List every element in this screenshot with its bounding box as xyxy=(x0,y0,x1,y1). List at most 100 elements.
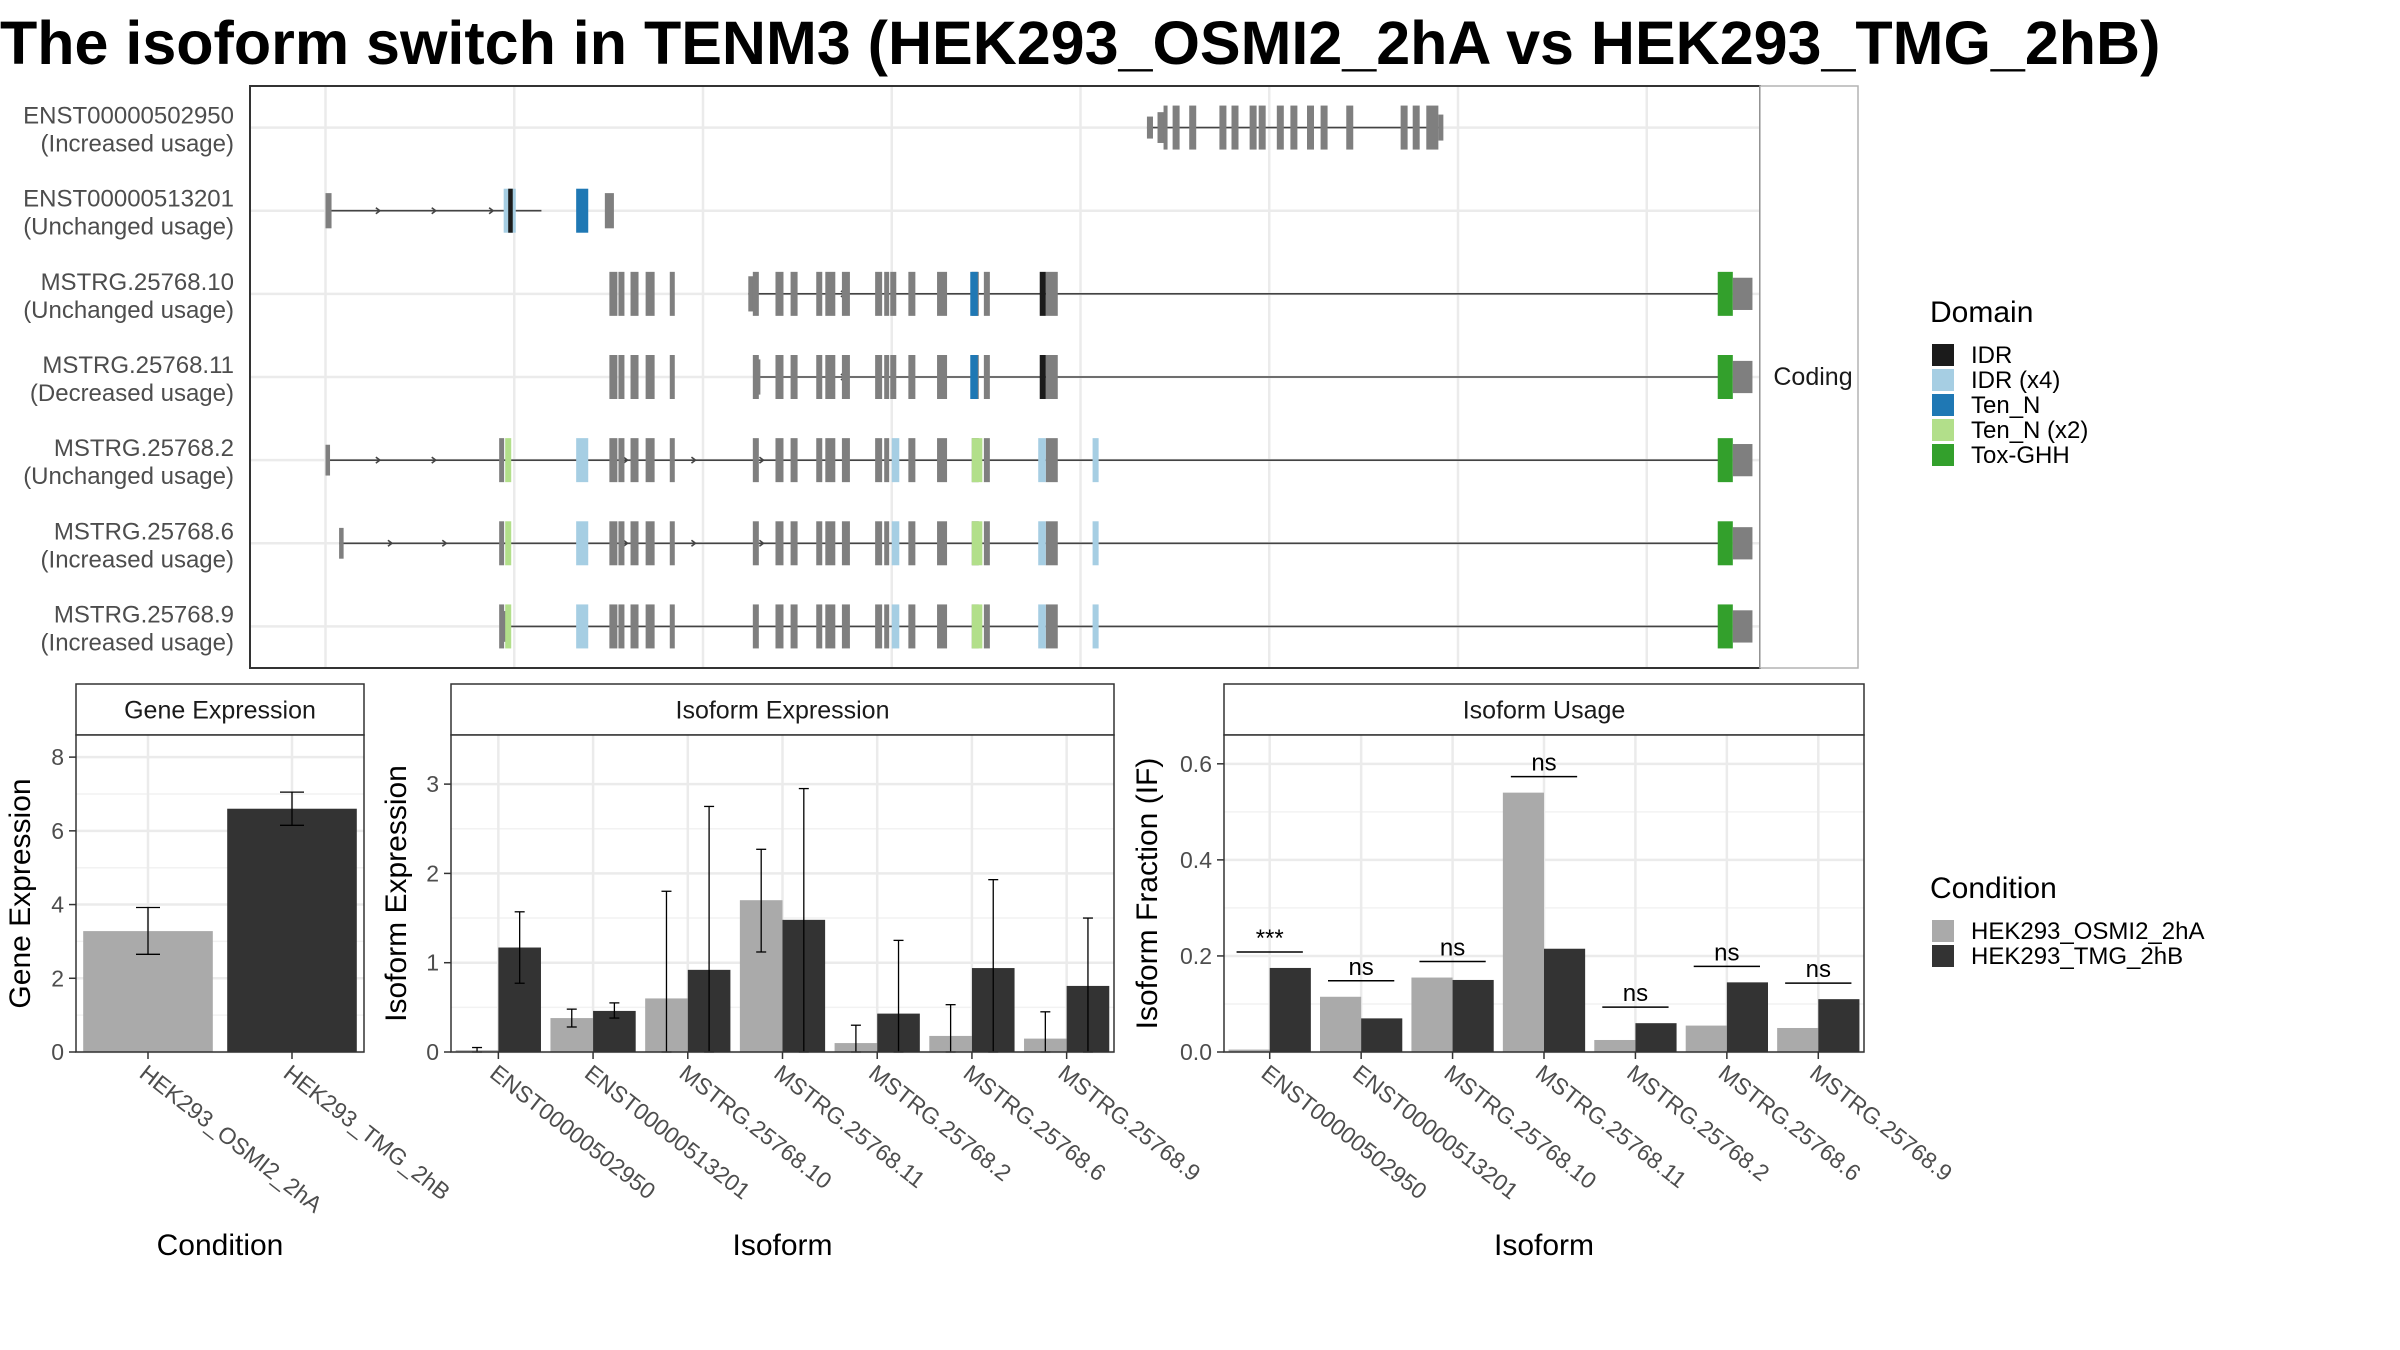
y-tick-label: 2 xyxy=(51,965,64,991)
transcript-label: MSTRG.25768.9 xyxy=(54,601,234,628)
x-tick-label: ENST00000502950 xyxy=(485,1059,660,1204)
bar xyxy=(1269,967,1311,1052)
coding-exon xyxy=(618,355,625,399)
intron-direction-arrow xyxy=(758,539,765,547)
y-tick-label: 2 xyxy=(426,860,439,886)
coding-exon xyxy=(645,521,655,566)
domain-block xyxy=(971,438,983,483)
coding-exon xyxy=(908,271,916,316)
bar xyxy=(1635,1023,1677,1052)
coding-exon xyxy=(1320,105,1328,150)
coding-exon xyxy=(884,438,890,483)
significance-label: ns xyxy=(1440,935,1465,962)
transcript-label: MSTRG.25768.10 xyxy=(41,269,234,296)
panel-title: Isoform Usage xyxy=(1463,697,1626,725)
coding-exon xyxy=(618,271,625,316)
coding-exon xyxy=(645,355,655,399)
domain-block xyxy=(576,438,589,483)
facet-strip-label: Coding xyxy=(1773,363,1852,391)
coding-exon xyxy=(1045,355,1058,399)
panel-title: Gene Expression xyxy=(124,697,316,725)
coding-exon xyxy=(825,438,836,483)
coding-exon xyxy=(884,521,890,566)
significance-label: *** xyxy=(1256,925,1284,952)
x-tick-label: MSTRG.25768.10 xyxy=(1439,1059,1601,1194)
domain-block xyxy=(891,521,900,566)
intron-direction-arrow xyxy=(623,456,629,464)
coding-exon xyxy=(983,604,990,649)
intron-direction-arrow xyxy=(488,207,495,215)
coding-exon xyxy=(1346,105,1354,150)
intron-direction-arrow xyxy=(758,456,765,464)
domain-legend-label: Ten_N (x2) xyxy=(1971,417,2088,444)
utr-exon xyxy=(1732,444,1753,477)
coding-exon xyxy=(937,271,948,316)
transcript-usage-label: (Decreased usage) xyxy=(30,380,234,407)
bar xyxy=(1320,996,1362,1052)
coding-exon xyxy=(609,604,618,649)
utr-exon xyxy=(1438,114,1444,141)
coding-exon xyxy=(775,521,784,566)
coding-exon xyxy=(618,521,625,566)
coding-exon xyxy=(1400,105,1408,150)
coding-exon xyxy=(609,271,618,316)
y-tick-label: 0 xyxy=(51,1039,64,1065)
coding-exon xyxy=(609,438,618,483)
transcript-usage-label: (Unchanged usage) xyxy=(23,214,234,241)
coding-exon xyxy=(1163,105,1168,150)
transcript-usage-label: (Unchanged usage) xyxy=(23,297,234,324)
intron-direction-arrow xyxy=(690,456,697,464)
coding-exon xyxy=(908,521,916,566)
coding-exon xyxy=(875,521,883,566)
coding-exon xyxy=(983,521,990,566)
coding-exon xyxy=(752,521,759,566)
coding-exon xyxy=(937,521,948,566)
utr-exon xyxy=(325,444,331,476)
y-tick-label: 0.6 xyxy=(1180,751,1212,777)
utr-exon xyxy=(748,276,758,312)
intron-direction-arrow xyxy=(375,456,382,464)
domain-block xyxy=(508,188,513,233)
coding-exon xyxy=(825,271,836,316)
coding-exon xyxy=(645,271,655,316)
domain-block xyxy=(1039,271,1046,316)
domain-block xyxy=(971,604,983,649)
intron-direction-arrow xyxy=(441,539,448,547)
coding-exon xyxy=(775,604,784,649)
bar xyxy=(1777,1027,1819,1052)
domain-legend-swatch xyxy=(1932,419,1954,441)
coding-exon xyxy=(669,521,675,566)
domain-block xyxy=(1717,355,1733,399)
domain-block xyxy=(505,604,512,649)
coding-exon xyxy=(1276,105,1284,150)
coding-exon xyxy=(937,604,948,649)
bar xyxy=(1818,999,1860,1052)
domain-block xyxy=(576,521,589,566)
panel-border xyxy=(75,734,365,1053)
domain-legend-label: Ten_N xyxy=(1971,392,2040,419)
domain-block xyxy=(1717,604,1733,649)
condition-legend-swatch xyxy=(1932,920,1954,942)
domain-block xyxy=(970,355,978,399)
bar xyxy=(1544,948,1586,1052)
domain-legend-swatch xyxy=(1932,444,1954,466)
domain-block xyxy=(1038,521,1046,566)
condition-legend-title: Condition xyxy=(1930,872,2057,905)
coding-exon xyxy=(816,438,823,483)
bar xyxy=(1594,1039,1636,1052)
x-axis-title: Isoform xyxy=(1494,1229,1594,1262)
coding-exon xyxy=(752,355,759,399)
coding-exon xyxy=(499,521,505,566)
coding-exon xyxy=(825,355,836,399)
coding-exon xyxy=(884,604,890,649)
coding-exon xyxy=(775,271,784,316)
bar xyxy=(227,808,357,1052)
coding-exon xyxy=(908,438,916,483)
y-tick-label: 0 xyxy=(426,1039,439,1065)
utr-exon xyxy=(1732,277,1753,310)
coding-exon xyxy=(790,438,798,483)
isoform-usage-panel: Isoform Usage 0.0 0.2 0.4 0.6 *** ENST00000502… xyxy=(1131,683,1957,1262)
panel-strip xyxy=(1223,683,1865,736)
coding-exon xyxy=(890,271,897,316)
